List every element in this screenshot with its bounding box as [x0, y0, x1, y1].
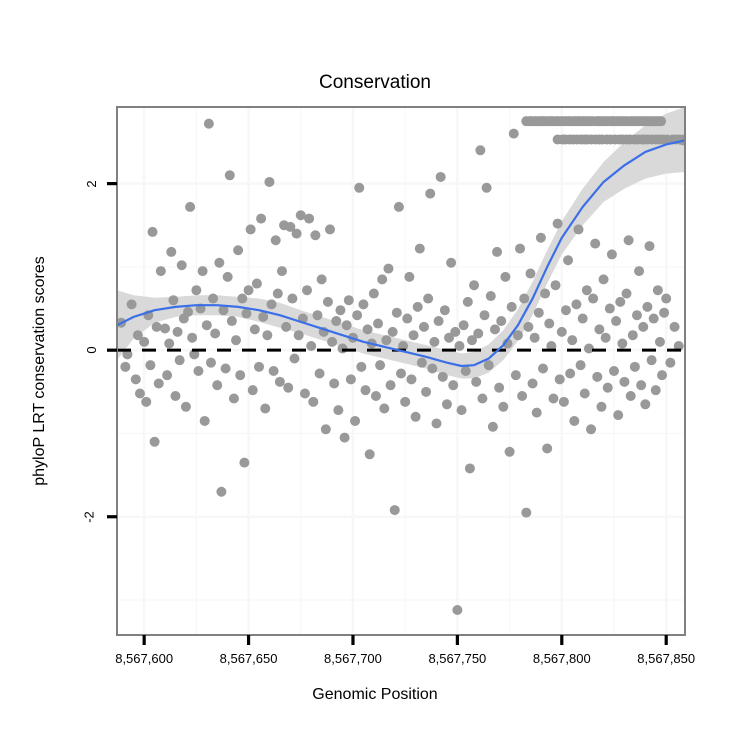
- panel-border-and-ticks: [107, 106, 686, 645]
- x-tick-label: 8,567,600: [115, 651, 174, 666]
- x-tick-label: 8,567,700: [324, 651, 382, 666]
- x-tick-label: 8,567,650: [219, 651, 278, 666]
- x-axis-label: Genomic Position: [312, 686, 438, 703]
- x-tick-label: 8,567,750: [428, 651, 487, 666]
- y-tick-label: 0: [83, 346, 99, 354]
- x-tick-label: 8,567,850: [637, 651, 696, 666]
- x-tick-label: 8,567,800: [532, 651, 591, 666]
- chart-title: Conservation: [319, 72, 431, 93]
- loess-smooth-line: [117, 139, 685, 368]
- y-tick-label: -2: [81, 510, 97, 523]
- y-tick-label: 2: [83, 179, 99, 188]
